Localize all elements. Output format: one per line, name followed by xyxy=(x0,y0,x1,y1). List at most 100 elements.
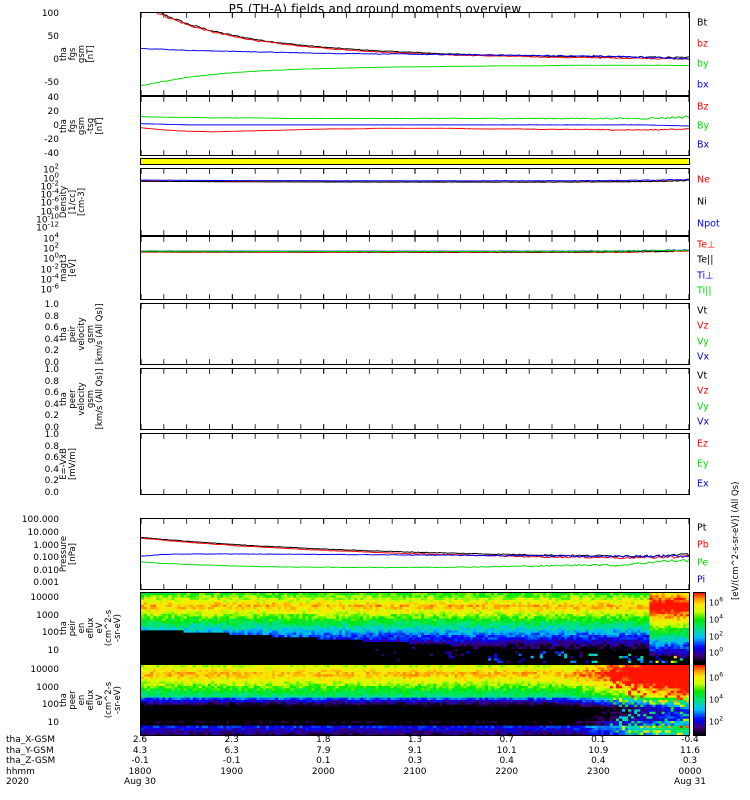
legend-vt: Vt xyxy=(697,370,708,382)
y-tick-label: -50 xyxy=(44,77,59,88)
legend-ti: Ti|| xyxy=(697,285,712,297)
y-axis-label: [km/s (All Qs)] xyxy=(95,368,105,430)
panel-fgs-gsm xyxy=(140,12,690,96)
x-axis-value: 0.3 xyxy=(682,756,698,766)
x-axis-value: 1.3 xyxy=(407,735,423,745)
panel-peer-velocity xyxy=(140,368,690,430)
series-bx xyxy=(141,123,689,127)
x-axis-value: 11.6 xyxy=(679,745,701,756)
y-tick-label: 0.4 xyxy=(44,334,59,345)
y-tick-label: 0.6 xyxy=(44,388,59,399)
legend-ey: Ey xyxy=(697,458,709,470)
panel-mag-t3 xyxy=(140,236,690,300)
series-pe xyxy=(141,558,689,569)
y-tick-label: 10 xyxy=(47,717,59,728)
y-tick-label: 10-6 xyxy=(40,195,59,209)
x-axis-value: 2.3 xyxy=(224,735,239,745)
x-axis-value: -0.1 xyxy=(222,756,241,766)
y-tick-label: 40 xyxy=(47,93,59,104)
x-axis-value: 1800 xyxy=(128,766,152,777)
x-axis-value: 2000 xyxy=(311,766,335,777)
legend-bx: bx xyxy=(697,79,709,91)
legend-vx: Vx xyxy=(697,416,710,428)
legend-te: Te⊥ xyxy=(697,239,716,251)
legend-bx: Bx xyxy=(697,139,710,151)
y-tick-label: 0.0 xyxy=(44,487,59,498)
y-tick-label: 0.2 xyxy=(44,411,59,422)
y-axis-label: [nT] xyxy=(95,117,105,135)
x-axis-row-label: tha_X-GSM xyxy=(6,735,55,745)
series-pi xyxy=(141,553,689,559)
y-tick-label: 100 xyxy=(43,171,59,185)
x-axis-row-label: tha_Z-GSM xyxy=(6,756,56,766)
series-by xyxy=(141,64,689,87)
panel-peir-eflux-spectrogram xyxy=(140,592,690,664)
legend-ez: Ez xyxy=(697,438,708,450)
x-axis-value: 0.4 xyxy=(499,756,514,766)
y-tick-label: 10-4 xyxy=(40,272,59,286)
x-axis-row-label: hhmm xyxy=(6,766,35,777)
y-tick-label: 1000 xyxy=(36,682,59,693)
y-tick-label: 0.8 xyxy=(44,376,59,387)
series-bz xyxy=(156,13,689,60)
x-axis-value: -0.4 xyxy=(681,735,699,745)
x-axis-value: 1900 xyxy=(220,766,244,777)
legend-npot: Npot xyxy=(697,218,720,230)
legend-vx: Vx xyxy=(697,351,710,363)
y-tick-label: 0.0 xyxy=(44,422,59,433)
legend-vt: Vt xyxy=(697,305,708,317)
x-axis-date: Aug 30 xyxy=(124,777,156,787)
legend-bt: Bt xyxy=(697,17,708,29)
y-tick-label: 10-4 xyxy=(40,187,59,201)
y-tick-label: 20 xyxy=(47,107,59,118)
legend-by: By xyxy=(697,120,710,132)
x-axis-value: 0.1 xyxy=(591,735,606,745)
series-ni xyxy=(141,179,689,183)
y-tick-label: 0 xyxy=(53,121,59,131)
x-axis-value: 7.9 xyxy=(316,745,331,756)
x-axis-value: 1.8 xyxy=(316,735,331,745)
peir-colorbar xyxy=(693,592,706,664)
y-tick-label: 10-2 xyxy=(40,179,59,193)
colorbar-label: [eV/(cm^2-s-sr-eV)] (All Qs) xyxy=(731,481,741,600)
colorbar-tick: 106 xyxy=(709,596,724,608)
y-tick-label: 10000 xyxy=(30,665,59,676)
series-by xyxy=(141,115,689,120)
y-tick-label: 100 xyxy=(41,8,59,19)
y-tick-label: 1000 xyxy=(36,610,59,621)
y-tick-label: 102 xyxy=(43,162,59,176)
y-tick-label: 0.4 xyxy=(44,399,59,410)
y-tick-label: 0.8 xyxy=(44,441,59,452)
legend-pt: Pt xyxy=(697,522,707,534)
y-tick-label: -40 xyxy=(44,148,59,159)
x-axis-value: 10.9 xyxy=(588,745,609,756)
legend-pb: Pb xyxy=(697,539,709,551)
y-tick-label: 0.0 xyxy=(44,357,59,368)
legend-bz: bz xyxy=(697,38,709,50)
panel-peir-velocity xyxy=(140,303,690,365)
series-ti xyxy=(141,249,689,253)
colorbar-tick: 106 xyxy=(709,671,724,683)
y-axis-label: -sr-eV) xyxy=(113,686,123,714)
x-axis-value: 2300 xyxy=(586,766,610,777)
x-axis-value: 0.4 xyxy=(591,756,606,766)
y-tick-label: 10-12 xyxy=(36,220,59,234)
y-tick-label: 0.6 xyxy=(44,453,59,464)
colorbar-tick: 102 xyxy=(709,715,724,727)
y-axis-label: [cm-3] xyxy=(77,187,87,217)
legend-bz: Bz xyxy=(697,101,709,113)
x-axis-value: 9.1 xyxy=(407,745,423,756)
panel-pressure xyxy=(140,518,690,590)
y-tick-label: 10-6 xyxy=(40,282,59,296)
y-tick-label: 10000 xyxy=(30,593,59,604)
y-tick-label: 1.0 xyxy=(44,300,59,311)
panel-e-field xyxy=(140,433,690,495)
legend-ni: Ni xyxy=(697,196,707,208)
spectrogram-raster xyxy=(141,593,689,663)
y-tick-label: 104 xyxy=(43,231,59,245)
series-bz xyxy=(141,127,689,133)
legend-vz: Vz xyxy=(697,320,709,332)
y-tick-label: 50 xyxy=(47,31,59,42)
y-tick-label: 0.2 xyxy=(44,476,59,487)
y-tick-label: 0.6 xyxy=(44,323,59,334)
